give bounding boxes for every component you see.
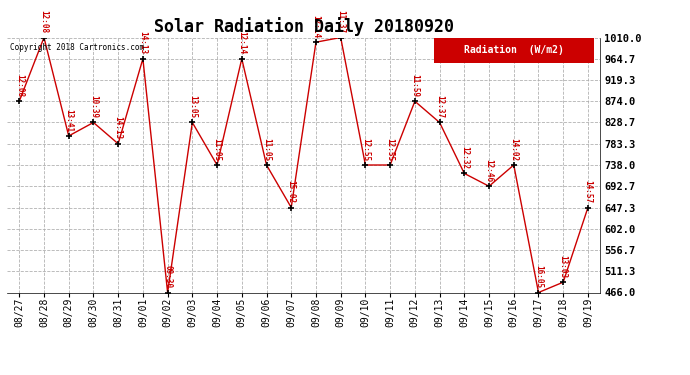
Text: 11:37: 11:37 <box>336 10 345 33</box>
Text: 16:05: 16:05 <box>534 265 543 288</box>
Text: 12:14: 12:14 <box>311 15 320 38</box>
Text: 12:08: 12:08 <box>39 10 48 33</box>
Text: 09:30: 09:30 <box>163 265 172 288</box>
Text: 12:55: 12:55 <box>386 138 395 161</box>
Text: 14:57: 14:57 <box>584 180 593 203</box>
Text: 12:46: 12:46 <box>484 159 493 182</box>
Text: 13:03: 13:03 <box>559 255 568 278</box>
Text: 12:08: 12:08 <box>14 74 23 97</box>
Text: 15:02: 15:02 <box>287 180 296 203</box>
Text: 14:13: 14:13 <box>114 117 123 140</box>
Text: 10:39: 10:39 <box>89 95 98 118</box>
Text: Copyright 2018 Cartronics.com: Copyright 2018 Cartronics.com <box>10 43 144 52</box>
Text: 12:55: 12:55 <box>361 138 370 161</box>
Text: 12:32: 12:32 <box>460 146 469 169</box>
Title: Solar Radiation Daily 20180920: Solar Radiation Daily 20180920 <box>154 17 453 36</box>
Text: 11:05: 11:05 <box>213 138 221 161</box>
Text: 12:14: 12:14 <box>237 32 246 55</box>
Text: 13:41: 13:41 <box>64 109 73 132</box>
Text: 11:59: 11:59 <box>411 74 420 97</box>
Text: 13:05: 13:05 <box>188 95 197 118</box>
Text: 12:37: 12:37 <box>435 95 444 118</box>
Text: 14:02: 14:02 <box>509 138 518 161</box>
Text: 11:05: 11:05 <box>262 138 271 161</box>
Text: 14:13: 14:13 <box>139 32 148 55</box>
